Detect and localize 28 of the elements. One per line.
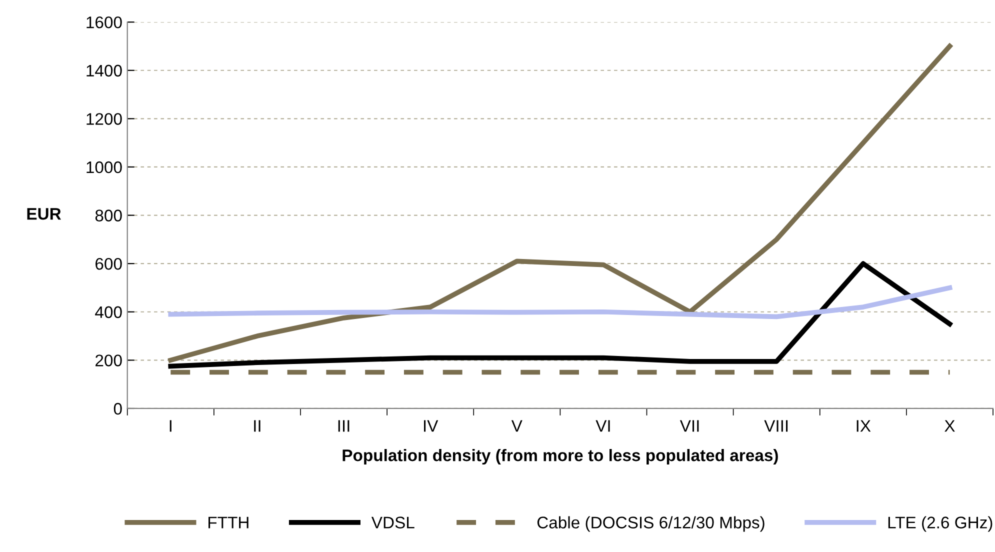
x-tick-label: V: [511, 420, 522, 432]
y-tick-label: 0: [114, 402, 122, 415]
y-tick-label: 1000: [86, 161, 122, 174]
y-tick-label: 1400: [86, 64, 122, 77]
x-tick-label: VII: [680, 420, 699, 432]
y-tick-label: 400: [95, 306, 122, 318]
y-axis-title: EUR: [27, 208, 62, 220]
y-tick-label: 1200: [86, 113, 122, 125]
x-tick-label: III: [338, 420, 350, 432]
x-axis-title: Population density (from more to less populated areas): [342, 449, 778, 465]
x-tick-label: I: [170, 420, 172, 432]
x-tick-label: IV: [424, 420, 438, 432]
x-tick-label: VI: [596, 420, 610, 432]
y-tick-label: 800: [95, 210, 122, 222]
x-tick-label: IX: [856, 420, 871, 432]
y-tick-label: 600: [96, 258, 122, 270]
legend-label: VDSL: [371, 516, 414, 528]
legend-label: LTE (2.6 GHz): [888, 516, 992, 532]
line-series: [168, 285, 952, 320]
line-series: [168, 261, 952, 369]
legend-label: Cable (DOCSIS 6/12/30 Mbps): [537, 516, 764, 532]
x-tick-label: II: [254, 420, 260, 432]
legend-label: FTTH: [208, 516, 248, 528]
y-tick-label: 1600: [86, 16, 122, 28]
y-tick-label: 200: [96, 354, 122, 366]
x-tick-label: VIII: [764, 420, 788, 432]
x-tick-label: X: [944, 420, 955, 432]
line-series: [168, 44, 952, 363]
